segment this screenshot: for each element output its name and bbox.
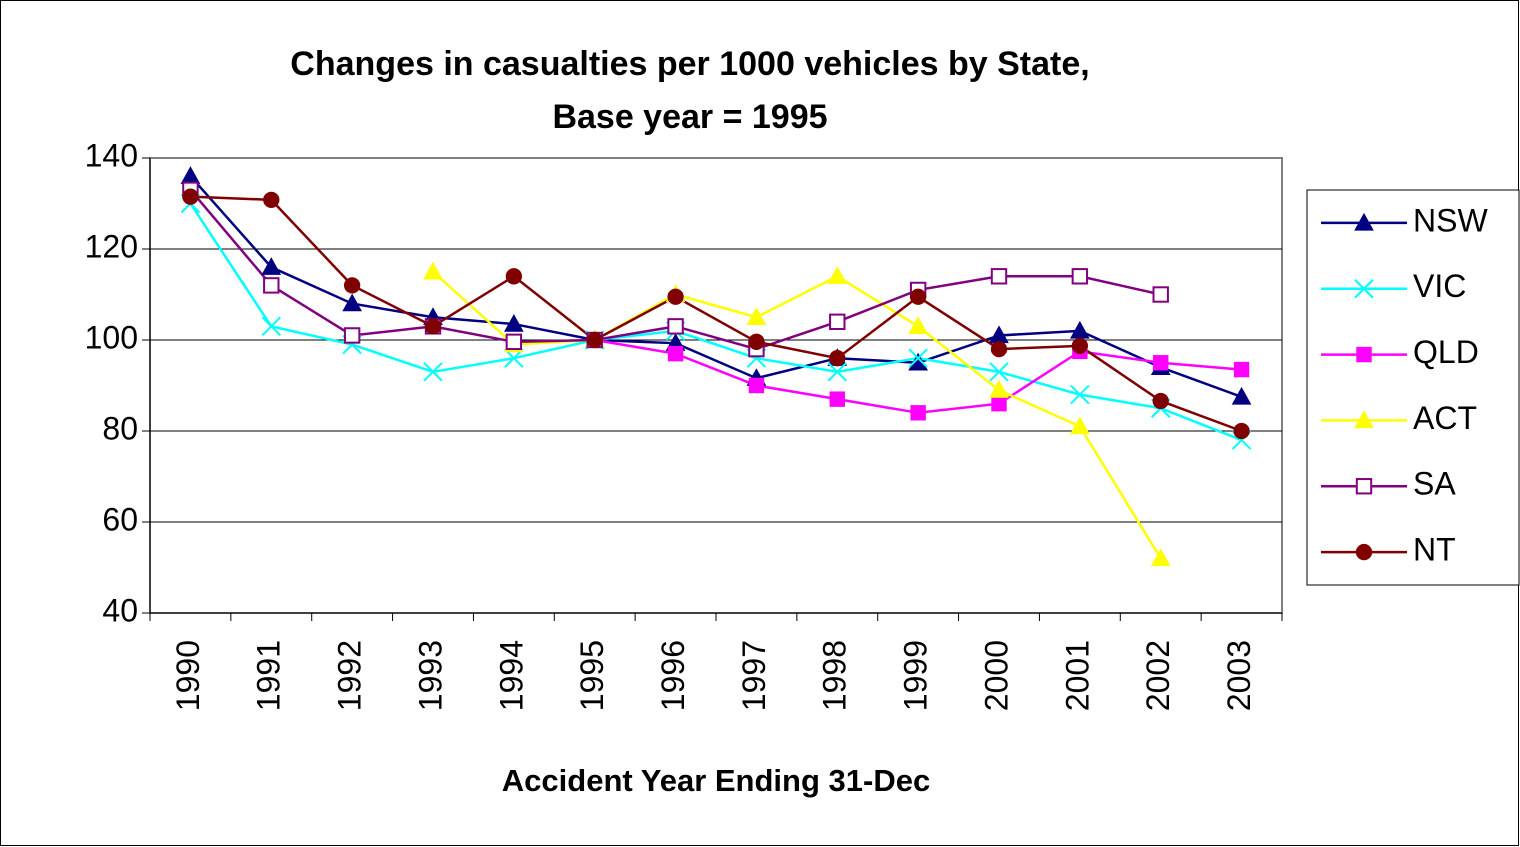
marker (829, 313, 846, 331)
y-tick-label: 120 (85, 228, 138, 264)
marker (1152, 286, 1169, 303)
marker (990, 268, 1008, 285)
marker (1355, 543, 1373, 561)
marker (829, 350, 846, 367)
marker (1354, 410, 1374, 429)
legend-label: QLD (1413, 334, 1479, 370)
y-tick-label: 80 (102, 410, 138, 446)
marker (263, 277, 280, 294)
x-tick-label: 2000 (978, 640, 1014, 711)
marker (504, 314, 524, 332)
marker (505, 268, 523, 285)
marker (1150, 548, 1171, 567)
y-tick-label: 40 (102, 592, 138, 628)
series-line (432, 270, 1162, 560)
marker (667, 288, 684, 305)
marker (182, 188, 199, 205)
marker (261, 316, 281, 337)
marker (1233, 422, 1250, 440)
marker (505, 333, 523, 351)
marker (586, 331, 603, 349)
x-axis-title: Accident Year Ending 31-Dec (502, 763, 930, 798)
marker (990, 340, 1008, 358)
y-tick-label: 60 (102, 501, 138, 537)
marker (1231, 386, 1252, 405)
legend-label: SA (1413, 466, 1456, 502)
x-tick-label: 1994 (493, 640, 529, 711)
series-line (189, 202, 1243, 442)
chart-title: Base year = 1995 (552, 98, 827, 136)
marker (909, 288, 927, 305)
x-tick-label: 1999 (898, 640, 934, 711)
marker (342, 293, 362, 312)
series-line (190, 195, 1243, 433)
marker (1354, 279, 1374, 299)
marker (667, 345, 684, 362)
marker (1070, 416, 1090, 435)
x-tick-label: 1995 (574, 640, 610, 711)
marker (989, 380, 1009, 398)
y-tick-label: 100 (85, 319, 138, 355)
marker (827, 266, 848, 284)
legend-label: NT (1413, 532, 1456, 568)
marker (746, 307, 767, 325)
x-tick-label: 2002 (1140, 640, 1176, 711)
marker (261, 257, 282, 275)
legend-box (1306, 189, 1520, 586)
legend-label: NSW (1413, 202, 1488, 238)
marker (1071, 268, 1089, 285)
chart-title: Changes in casualties per 1000 vehicles … (290, 45, 1089, 83)
marker (1153, 355, 1169, 371)
x-tick-label: 2001 (1059, 640, 1095, 711)
legend-label: ACT (1413, 400, 1477, 436)
x-tick-label: 1992 (332, 640, 368, 711)
x-tick-label: 1998 (817, 640, 853, 711)
plot-area (149, 157, 1283, 614)
marker (989, 362, 1009, 382)
marker (423, 362, 443, 382)
marker (1356, 346, 1372, 363)
marker (1233, 361, 1250, 378)
marker (424, 318, 442, 335)
x-tick-label: 2003 (1221, 640, 1257, 711)
series-line (189, 175, 1242, 399)
marker (263, 191, 280, 209)
legend-label: VIC (1413, 268, 1466, 304)
marker (748, 333, 765, 350)
marker (991, 396, 1007, 412)
marker (910, 405, 926, 421)
marker (748, 377, 765, 394)
marker (827, 362, 847, 382)
marker (908, 348, 928, 368)
marker (1355, 478, 1373, 495)
y-tick-label: 140 (85, 137, 138, 173)
marker (1152, 392, 1169, 410)
marker (343, 277, 361, 294)
marker (908, 316, 928, 335)
marker (667, 318, 684, 335)
marker (423, 261, 443, 280)
x-tick-label: 1991 (251, 640, 287, 711)
x-tick-label: 1990 (170, 640, 206, 711)
marker (1070, 384, 1090, 405)
marker (343, 327, 361, 344)
x-tick-label: 1996 (655, 640, 691, 711)
x-tick-label: 1997 (736, 640, 772, 711)
marker (829, 391, 845, 407)
marker (1071, 337, 1089, 355)
marker (1354, 212, 1374, 231)
x-tick-label: 1993 (412, 640, 448, 711)
